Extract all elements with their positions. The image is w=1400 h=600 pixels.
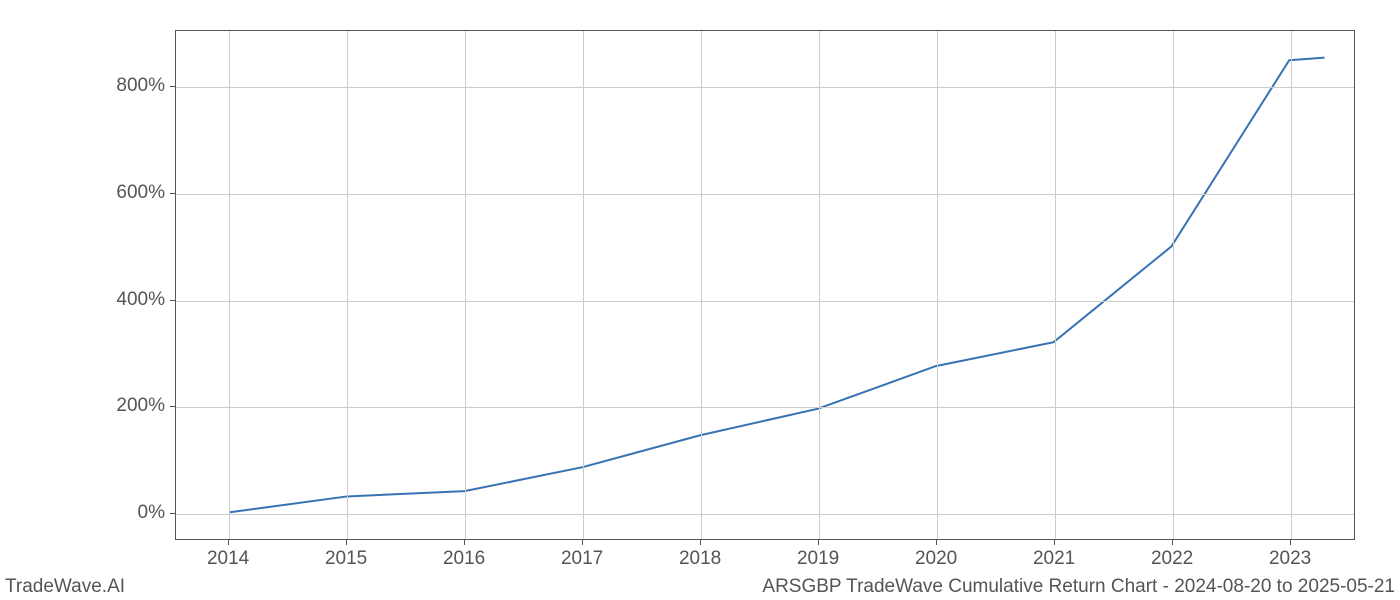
x-axis-label: 2016 [443,548,485,570]
x-tick-mark [818,540,819,545]
x-tick-mark [228,540,229,545]
x-axis-label: 2020 [915,548,957,570]
x-axis-label: 2018 [679,548,721,570]
y-axis-label: 0% [138,502,165,524]
x-tick-mark [1172,540,1173,545]
y-tick-mark [170,86,175,87]
y-tick-mark [170,513,175,514]
x-axis-label: 2014 [207,548,249,570]
footer-brand: TradeWave.AI [5,576,125,598]
x-axis-label: 2021 [1033,548,1075,570]
grid-line-vertical [583,31,584,539]
y-axis-label: 800% [116,75,165,97]
grid-line-horizontal [176,514,1354,515]
grid-line-vertical [819,31,820,539]
grid-line-vertical [1173,31,1174,539]
grid-line-vertical [465,31,466,539]
x-tick-mark [346,540,347,545]
x-tick-mark [582,540,583,545]
chart-plot-area [175,30,1355,540]
y-axis-label: 400% [116,289,165,311]
grid-line-horizontal [176,87,1354,88]
y-axis-label: 600% [116,182,165,204]
x-axis-label: 2015 [325,548,367,570]
x-tick-mark [1290,540,1291,545]
y-axis-label: 200% [116,395,165,417]
grid-line-vertical [347,31,348,539]
grid-line-vertical [1291,31,1292,539]
x-tick-mark [464,540,465,545]
grid-line-vertical [937,31,938,539]
x-axis-label: 2017 [561,548,603,570]
x-axis-label: 2022 [1151,548,1193,570]
grid-line-vertical [229,31,230,539]
line-chart-svg [176,31,1354,539]
grid-line-horizontal [176,301,1354,302]
y-tick-mark [170,193,175,194]
x-axis-label: 2023 [1269,548,1311,570]
grid-line-horizontal [176,407,1354,408]
x-tick-mark [700,540,701,545]
x-tick-mark [936,540,937,545]
y-tick-mark [170,300,175,301]
grid-line-vertical [1055,31,1056,539]
grid-line-horizontal [176,194,1354,195]
x-axis-label: 2019 [797,548,839,570]
y-tick-mark [170,406,175,407]
x-tick-mark [1054,540,1055,545]
grid-line-vertical [701,31,702,539]
footer-caption: ARSGBP TradeWave Cumulative Return Chart… [762,576,1395,598]
